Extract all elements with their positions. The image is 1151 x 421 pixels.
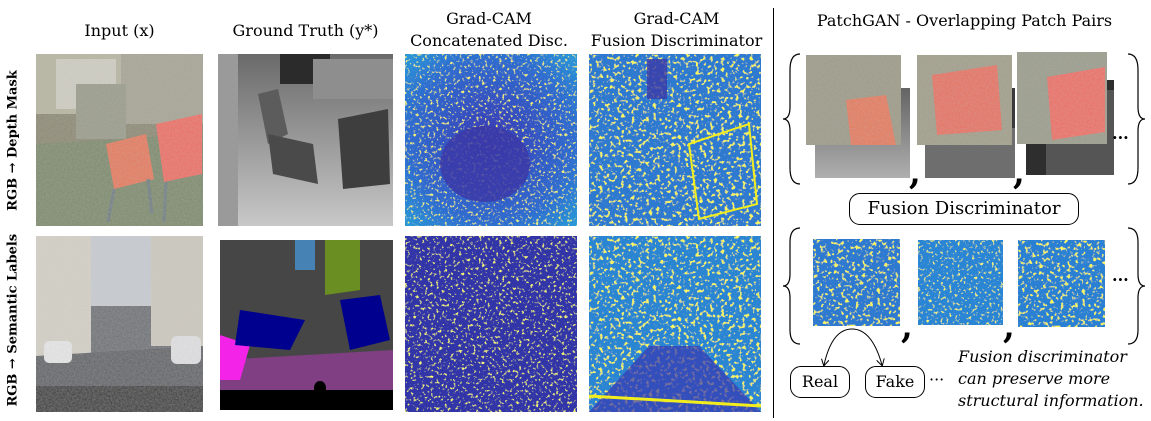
heat-patch-2 — [918, 240, 1003, 325]
ellipsis-outputs: ··· — [929, 370, 945, 389]
ellipsis-top: ··· — [1112, 128, 1129, 147]
real-box: Real — [790, 366, 850, 398]
ellipsis-bottom: ··· — [1112, 270, 1129, 289]
note-line-2: can preserve more — [958, 369, 1111, 388]
right-brace-top — [1127, 53, 1146, 185]
header-gradcam-concat-1: Grad-CAM — [446, 9, 532, 28]
rgb-patch-3 — [1017, 52, 1107, 144]
comma-top-1: , — [909, 153, 921, 193]
header-ground-truth: Ground Truth (y*) — [232, 21, 379, 40]
header-patchgan: PatchGAN - Overlapping Patch Pairs — [816, 11, 1113, 30]
rgb-patch-1 — [806, 55, 901, 145]
heat-patch-3 — [1018, 240, 1105, 327]
ground-truth-semantic-image — [220, 240, 393, 410]
right-brace-bottom — [1127, 227, 1146, 345]
comma-top-2: , — [1013, 153, 1025, 193]
panel-divider — [773, 8, 774, 418]
heat-patch-1 — [813, 239, 900, 326]
gradcam-fusion-semantic-image — [589, 236, 761, 412]
gradcam-fusion-depth-image — [589, 54, 761, 226]
header-gradcam-concat-2: Concatenated Disc. — [410, 31, 568, 50]
rgb-patch-2 — [917, 55, 1012, 145]
fake-box: Fake — [865, 366, 925, 398]
row-label-semantic: RGB → Semantic Labels — [5, 233, 21, 407]
gradcam-concat-semantic-image — [405, 236, 577, 412]
fusion-discriminator-box: Fusion Discriminator — [849, 193, 1079, 225]
ground-truth-depth-image — [218, 54, 393, 226]
input-rgb-indoor-image — [36, 54, 203, 226]
input-rgb-street-image — [36, 236, 203, 412]
header-gradcam-fusion-1: Grad-CAM — [633, 9, 720, 28]
left-brace-bottom — [782, 227, 801, 345]
gradcam-concat-depth-image — [405, 54, 577, 226]
header-gradcam-fusion-2: Fusion Discriminator — [590, 31, 763, 50]
left-brace-top — [782, 53, 801, 185]
comma-bottom-2: , — [1003, 307, 1015, 347]
note-line-3: structural information. — [958, 391, 1144, 410]
note-line-1: Fusion discriminator — [958, 347, 1127, 366]
row-label-depth: RGB → Depth Mask — [5, 70, 21, 211]
header-input: Input (x) — [84, 21, 155, 40]
output-arrows — [810, 328, 900, 373]
comma-bottom-1: , — [901, 307, 913, 347]
